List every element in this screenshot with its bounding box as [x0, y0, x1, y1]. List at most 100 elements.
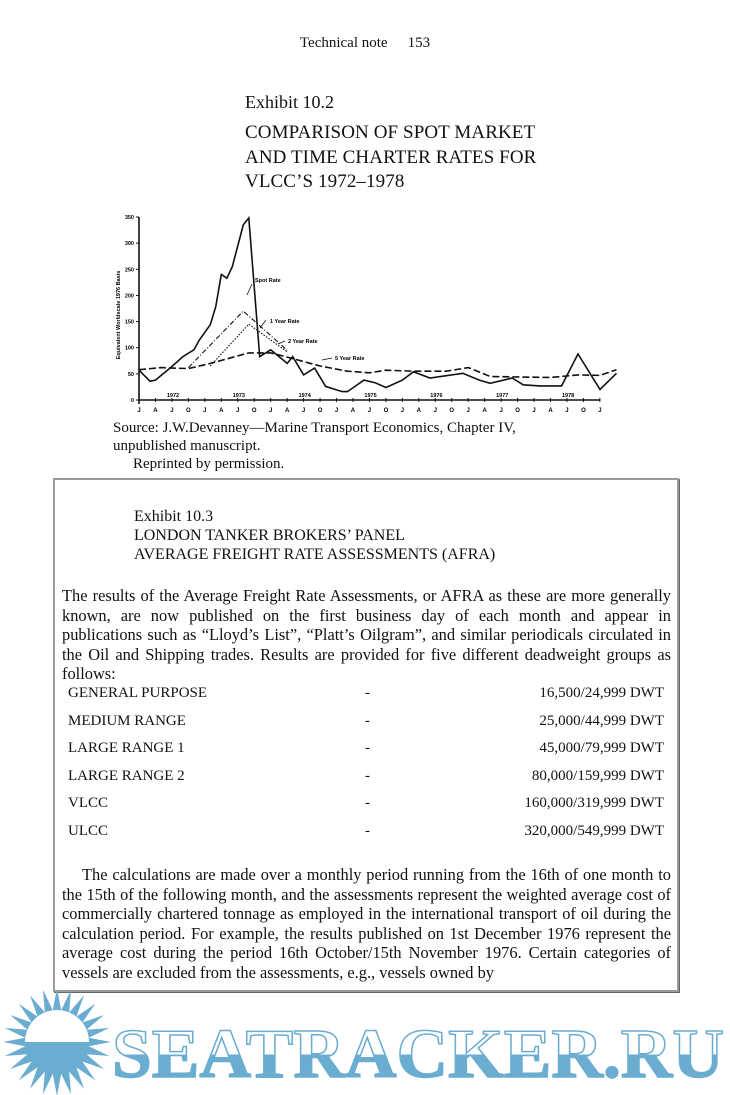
series-line-5-year-rate [138, 352, 617, 379]
series-label-leader [246, 283, 253, 296]
year-label: 1978 [562, 393, 574, 399]
watermark-text: SEATRACKER.RU [112, 1016, 724, 1093]
year-label: 1973 [233, 393, 245, 399]
group-range: 25,000/44,999 DWT [539, 712, 664, 729]
x-tick-label: J [236, 408, 239, 414]
page-number: 153 [407, 35, 431, 51]
x-tick-label: J [565, 408, 568, 414]
x-tick-label: J [170, 408, 173, 414]
x-tick-label: A [482, 408, 487, 414]
x-tick-label: A [548, 408, 553, 414]
sun-icon [3, 990, 111, 1095]
deadweight-group-row: GENERAL PURPOSE - 16,500/24,999 DWT [68, 685, 664, 705]
x-tick-label: J [532, 408, 535, 414]
x-tick-label: J [598, 408, 601, 414]
group-sep: - [365, 795, 370, 811]
series-label: Spot Rate [255, 278, 281, 284]
x-tick-label: O [449, 408, 454, 414]
deadweight-group-row: LARGE RANGE 2 - 80,000/159,999 DWT [68, 768, 664, 788]
series-label: 2 Year Rate [288, 339, 318, 345]
x-tick-label: O [384, 408, 389, 414]
x-tick-label: A [153, 408, 158, 414]
running-title: Technical note [299, 35, 388, 51]
series-line-2-year-rate [209, 323, 288, 367]
x-tick-label: O [252, 408, 257, 414]
deadweight-group-row: MEDIUM RANGE - 25,000/44,999 DWT [68, 713, 664, 733]
series-label-leader [277, 340, 286, 345]
series-label: 1 Year Rate [270, 319, 300, 325]
group-range: 45,000/79,999 DWT [539, 740, 664, 756]
exhibit-label: Exhibit 10.2 [245, 92, 334, 112]
x-tick-label: J [269, 408, 272, 414]
x-tick-label: A [219, 408, 224, 414]
series-label-leader [259, 319, 267, 329]
series-label-leader [321, 357, 333, 361]
x-tick-label: A [285, 408, 290, 414]
x-tick-label: O [186, 408, 191, 414]
exhibit-title-line: VLCC’S 1972–1978 [245, 171, 405, 192]
year-label: 1972 [167, 393, 179, 399]
intro-paragraph: The results of the Average Freight Rate … [62, 586, 671, 683]
x-tick-label: J [499, 408, 502, 414]
x-tick-label: J [467, 408, 470, 414]
body-paragraph: The calculations are made over a monthly… [62, 865, 671, 987]
group-sep: - [365, 740, 370, 756]
series-label: 5 Year Rate [335, 356, 365, 362]
y-tick-label: 150 [125, 320, 134, 326]
x-tick-label: J [137, 408, 140, 414]
y-tick-label: 0 [131, 398, 134, 404]
x-tick-label: O [515, 408, 520, 414]
group-name: GENERAL PURPOSE [68, 685, 208, 701]
group-range: 80,000/159,999 DWT [531, 767, 664, 784]
rates-chart: 0 50 100 150 200 250 300 350 Equivalent Worldsca… [116, 215, 618, 414]
seatracker-watermark-logo: SEATRACKER.RU [3, 990, 725, 1095]
group-name: VLCC [68, 795, 109, 811]
x-tick-label: J [203, 408, 206, 414]
series-line-spot-rate [138, 215, 618, 393]
exhibit-label: Exhibit 10.3 [134, 508, 214, 525]
y-tick-label: 300 [125, 241, 134, 247]
group-sep: - [365, 822, 370, 839]
x-tick-label: J [335, 408, 338, 414]
source-line: unpublished manuscript. [113, 438, 261, 454]
source-line: Source: J.W.Devanney—Marine Transport Ec… [113, 420, 516, 436]
year-label: 1976 [430, 393, 442, 399]
group-range: 160,000/319,999 DWT [524, 795, 664, 811]
group-name: LARGE RANGE 1 [68, 740, 185, 756]
x-tick-label: A [351, 408, 356, 414]
group-name: ULCC [68, 822, 109, 839]
body-text: The calculations are made over a monthly… [62, 865, 671, 982]
y-tick-label: 350 [125, 215, 134, 221]
exhibit-heading-line: AVERAGE FREIGHT RATE ASSESSMENTS (AFRA) [134, 546, 496, 563]
group-sep: - [365, 685, 370, 701]
group-sep: - [365, 712, 370, 729]
x-tick-label: J [302, 408, 305, 414]
y-tick-label: 100 [125, 346, 134, 352]
x-tick-label: J [434, 408, 437, 414]
exhibit-heading-line: LONDON TANKER BROKERS’ PANEL [134, 527, 405, 544]
year-label: 1977 [496, 393, 508, 399]
group-range: 16,500/24,999 DWT [539, 685, 664, 701]
deadweight-group-row: LARGE RANGE 1 - 45,000/79,999 DWT [68, 740, 664, 760]
exhibit-10-3-box: Exhibit 10.3 LONDON TANKER BROKERS’ PANE… [53, 478, 679, 992]
group-name: MEDIUM RANGE [68, 712, 186, 729]
y-axis-label: Equivalent Worldscale 1976 Basis [116, 271, 122, 360]
y-tick-label: 250 [125, 267, 134, 273]
year-label: 1975 [364, 393, 376, 399]
x-tick-label: A [417, 408, 422, 414]
deadweight-group-row: VLCC - 160,000/319,999 DWT [68, 795, 664, 815]
year-label: 1974 [299, 393, 312, 399]
x-tick-label: O [318, 408, 323, 414]
y-tick-label: 200 [125, 293, 134, 299]
x-tick-label: O [581, 408, 586, 414]
x-tick-label: J [401, 408, 404, 414]
deadweight-group-row: ULCC - 320,000/549,999 DWT [68, 823, 664, 843]
permission-note: Reprinted by permission. [133, 456, 285, 472]
exhibit-title-line: AND TIME CHARTER RATES FOR [245, 147, 537, 168]
running-head: Technical note 153 [0, 35, 730, 52]
group-sep: - [365, 767, 370, 784]
group-range: 320,000/549,999 DWT [524, 822, 664, 839]
group-name: LARGE RANGE 2 [68, 767, 185, 784]
y-tick-label: 50 [128, 372, 134, 378]
x-tick-label: J [368, 408, 371, 414]
